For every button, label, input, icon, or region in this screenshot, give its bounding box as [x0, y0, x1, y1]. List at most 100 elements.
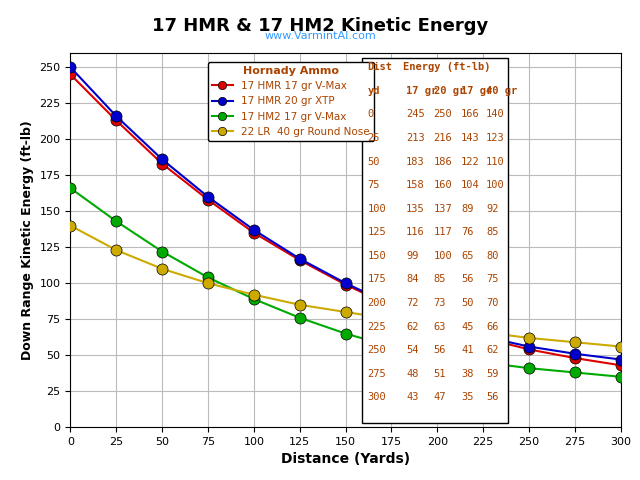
- Text: 85: 85: [434, 275, 446, 285]
- Text: 110: 110: [486, 156, 505, 167]
- 17 HM2 17 gr V-Max: [479, 360, 487, 365]
- 17 HMR 17 gr V-Max: [571, 355, 579, 361]
- Text: 75: 75: [367, 180, 380, 190]
- Text: 140: 140: [486, 109, 505, 120]
- Text: 213: 213: [406, 133, 425, 143]
- 17 HMR 20 gr XTP: [617, 357, 625, 362]
- 22 LR  40 gr Round Nose: [342, 309, 349, 315]
- Text: 116: 116: [406, 227, 425, 237]
- Text: 43: 43: [406, 392, 419, 402]
- Text: 50: 50: [367, 156, 380, 167]
- Line: 22 LR  40 gr Round Nose: 22 LR 40 gr Round Nose: [65, 220, 627, 352]
- 17 HMR 17 gr V-Max: [479, 335, 487, 341]
- 17 HM2 17 gr V-Max: [67, 185, 74, 191]
- 17 HMR 20 gr XTP: [204, 194, 212, 200]
- Text: 125: 125: [367, 227, 387, 237]
- 17 HMR 20 gr XTP: [342, 280, 349, 286]
- Text: 38: 38: [461, 369, 474, 379]
- Text: 56: 56: [434, 345, 446, 355]
- Text: 216: 216: [434, 133, 452, 143]
- Text: 225: 225: [367, 322, 387, 332]
- Text: 70: 70: [486, 298, 499, 308]
- Text: 50: 50: [461, 298, 474, 308]
- Text: 17 gr: 17 gr: [406, 86, 437, 96]
- 17 HM2 17 gr V-Max: [158, 249, 166, 254]
- Text: 186: 186: [434, 156, 452, 167]
- Text: 72: 72: [406, 298, 419, 308]
- Text: 56: 56: [461, 275, 474, 285]
- 17 HMR 20 gr XTP: [388, 302, 396, 308]
- 17 HMR 20 gr XTP: [433, 319, 441, 325]
- Text: 40 gr: 40 gr: [486, 86, 517, 96]
- Text: 175: 175: [367, 275, 387, 285]
- Text: 150: 150: [367, 251, 387, 261]
- Text: 100: 100: [486, 180, 505, 190]
- Text: 84: 84: [406, 275, 419, 285]
- Text: 54: 54: [406, 345, 419, 355]
- 17 HM2 17 gr V-Max: [525, 365, 533, 371]
- Text: 100: 100: [367, 204, 387, 214]
- Text: 66: 66: [486, 322, 499, 332]
- 17 HMR 17 gr V-Max: [296, 257, 303, 263]
- Text: 63: 63: [434, 322, 446, 332]
- 17 HM2 17 gr V-Max: [296, 315, 303, 321]
- Line: 17 HMR 20 gr XTP: 17 HMR 20 gr XTP: [65, 61, 627, 365]
- Text: 100: 100: [434, 251, 452, 261]
- Text: 99: 99: [406, 251, 419, 261]
- 17 HM2 17 gr V-Max: [388, 344, 396, 349]
- Text: 122: 122: [461, 156, 480, 167]
- Text: 65: 65: [461, 251, 474, 261]
- Text: 80: 80: [486, 251, 499, 261]
- Text: 0: 0: [367, 109, 374, 120]
- Line: 17 HMR 17 gr V-Max: 17 HMR 17 gr V-Max: [65, 69, 627, 371]
- Text: yd: yd: [367, 86, 380, 96]
- Text: 245: 245: [406, 109, 425, 120]
- 17 HMR 20 gr XTP: [250, 227, 258, 233]
- Text: 160: 160: [434, 180, 452, 190]
- 22 LR  40 gr Round Nose: [388, 316, 396, 322]
- 17 HMR 17 gr V-Max: [617, 362, 625, 368]
- Text: 73: 73: [434, 298, 446, 308]
- Text: 250: 250: [434, 109, 452, 120]
- 17 HMR 17 gr V-Max: [67, 72, 74, 77]
- Text: 135: 135: [406, 204, 425, 214]
- 22 LR  40 gr Round Nose: [113, 247, 120, 253]
- 22 LR  40 gr Round Nose: [158, 266, 166, 272]
- 17 HM2 17 gr V-Max: [617, 374, 625, 380]
- 17 HMR 20 gr XTP: [158, 156, 166, 162]
- Text: 200: 200: [367, 298, 387, 308]
- Text: 250: 250: [367, 345, 387, 355]
- 22 LR  40 gr Round Nose: [296, 302, 303, 308]
- Text: 59: 59: [486, 369, 499, 379]
- 22 LR  40 gr Round Nose: [525, 335, 533, 341]
- Text: 137: 137: [434, 204, 452, 214]
- 17 HMR 20 gr XTP: [296, 256, 303, 262]
- Text: 143: 143: [461, 133, 480, 143]
- 17 HMR 17 gr V-Max: [250, 230, 258, 236]
- 17 HMR 20 gr XTP: [525, 344, 533, 349]
- Text: 45: 45: [461, 322, 474, 332]
- Text: 275: 275: [367, 369, 387, 379]
- Text: 20 gr: 20 gr: [434, 86, 465, 96]
- Text: 51: 51: [434, 369, 446, 379]
- 22 LR  40 gr Round Nose: [571, 339, 579, 345]
- 17 HMR 17 gr V-Max: [158, 161, 166, 167]
- 17 HM2 17 gr V-Max: [342, 331, 349, 336]
- 17 HMR 20 gr XTP: [113, 113, 120, 119]
- Text: 85: 85: [486, 227, 499, 237]
- Text: 48: 48: [406, 369, 419, 379]
- Line: 17 HM2 17 gr V-Max: 17 HM2 17 gr V-Max: [65, 182, 627, 383]
- 17 HMR 17 gr V-Max: [342, 282, 349, 288]
- Text: 123: 123: [486, 133, 505, 143]
- 17 HMR 17 gr V-Max: [433, 321, 441, 326]
- 22 LR  40 gr Round Nose: [433, 324, 441, 329]
- Text: 62: 62: [406, 322, 419, 332]
- 22 LR  40 gr Round Nose: [479, 329, 487, 335]
- Legend: 17 HMR 17 gr V-Max, 17 HMR 20 gr XTP, 17 HM2 17 gr V-Max, 22 LR  40 gr Round Nos: 17 HMR 17 gr V-Max, 17 HMR 20 gr XTP, 17…: [208, 62, 374, 141]
- 17 HM2 17 gr V-Max: [571, 370, 579, 375]
- Bar: [362, 59, 508, 423]
- Text: 41: 41: [461, 345, 474, 355]
- Text: 56: 56: [486, 392, 499, 402]
- 17 HM2 17 gr V-Max: [250, 296, 258, 302]
- 17 HMR 17 gr V-Max: [525, 347, 533, 352]
